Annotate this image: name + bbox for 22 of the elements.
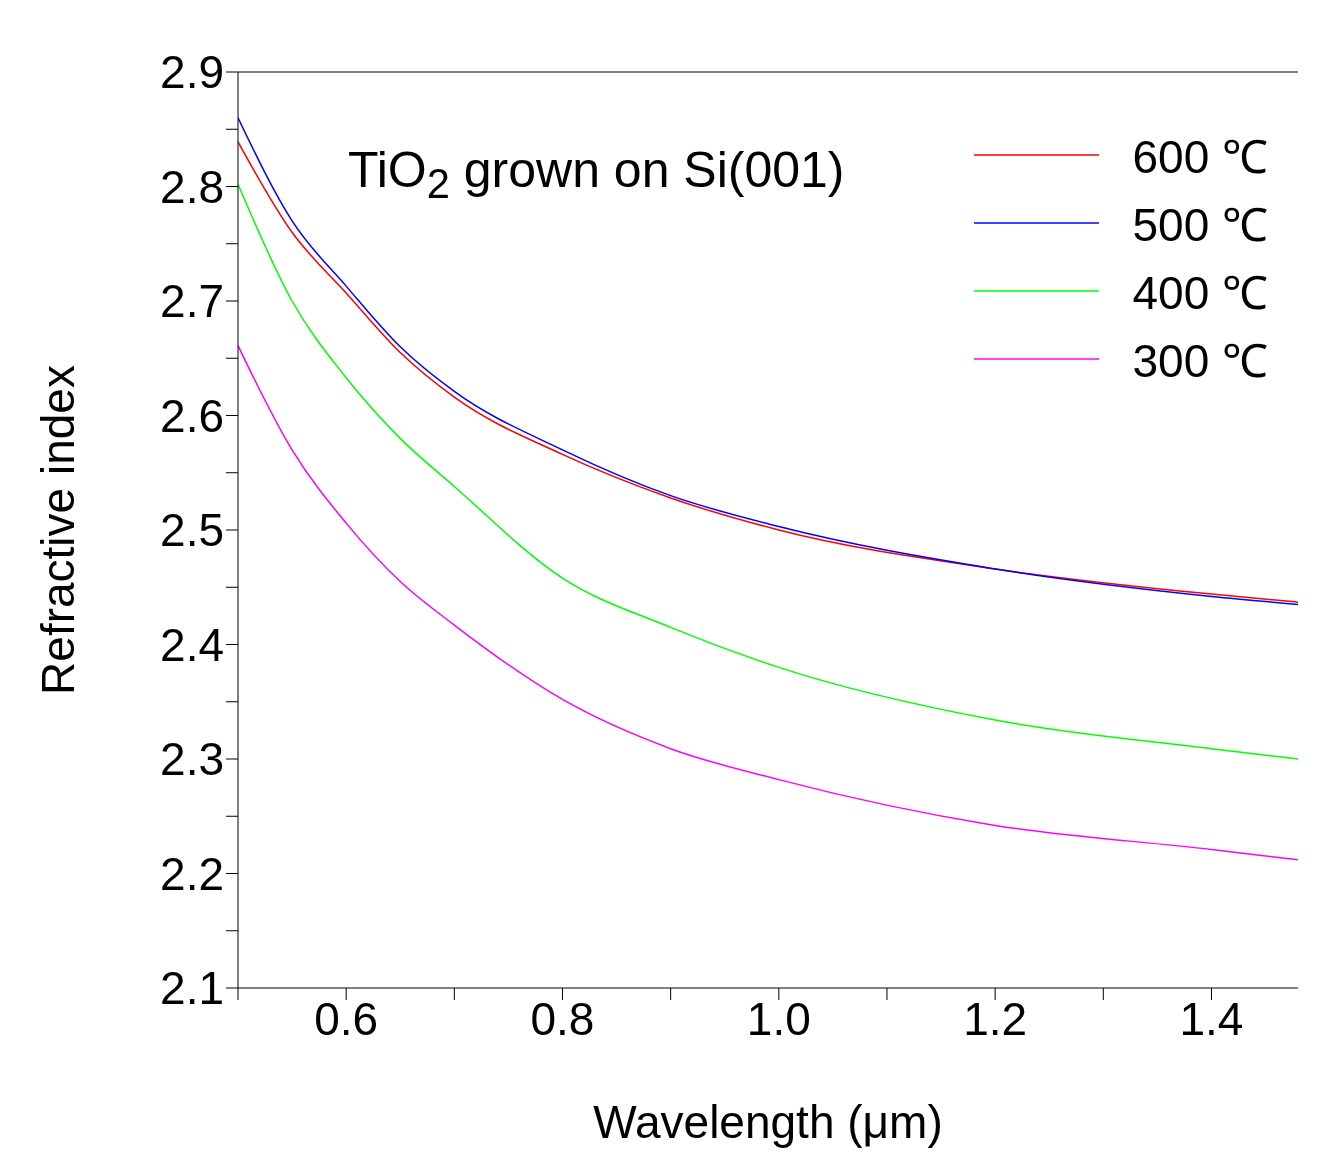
- legend-label: 500 ℃: [1132, 198, 1268, 253]
- x-tick-label: 1.0: [746, 992, 811, 1045]
- y-tick-label: 2.1: [160, 962, 224, 1015]
- x-axis-title: Wavelength (μm): [593, 1096, 943, 1148]
- legend-label: 400 ℃: [1132, 266, 1268, 321]
- x-tick-label: 1.4: [1179, 992, 1244, 1045]
- x-tick-label: 1.2: [963, 992, 1028, 1045]
- x-tick-label: 0.6: [314, 992, 379, 1045]
- x-tick-label: 0.8: [530, 992, 595, 1045]
- y-tick-label: 2.5: [160, 504, 224, 557]
- y-tick-label: 2.2: [160, 847, 224, 900]
- legend-label: 300 ℃: [1132, 334, 1268, 389]
- annotation: TiO$_{2}$ grown on Si(001): [348, 141, 845, 208]
- y-tick-label: 2.3: [160, 733, 224, 786]
- y-axis-title: Refractive index: [32, 365, 85, 695]
- legend-label: 600 ℃: [1132, 130, 1268, 185]
- y-tick-label: 2.7: [160, 275, 224, 328]
- y-tick-label: 2.4: [160, 618, 224, 671]
- line-series: [238, 344, 1298, 861]
- y-tick-label: 2.8: [160, 160, 224, 213]
- y-tick-label: 2.6: [160, 389, 224, 442]
- y-tick-label: 2.9: [160, 46, 224, 99]
